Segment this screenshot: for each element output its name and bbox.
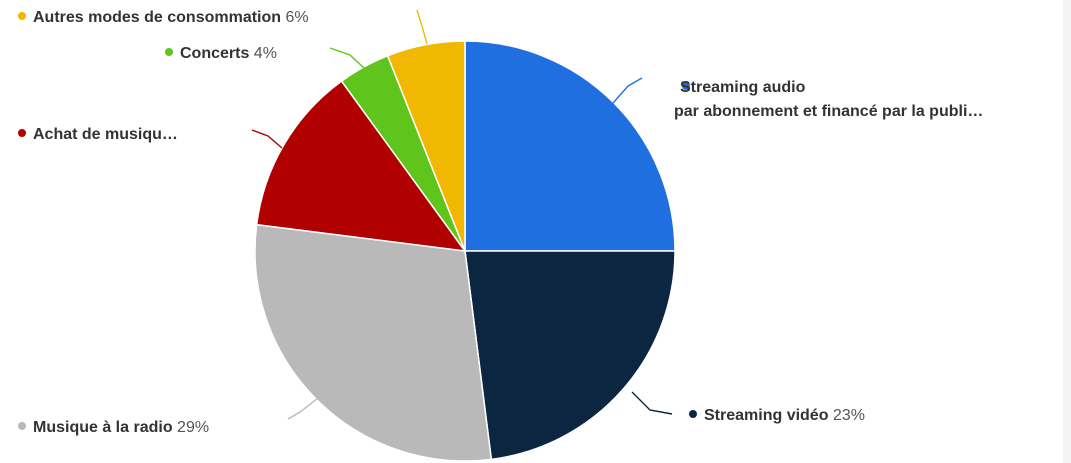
slice-label-streaming-video: Streaming vidéo 23% <box>704 407 865 424</box>
slice-name: Autres modes de consommation <box>33 9 281 26</box>
slice-value: 6% <box>281 9 309 26</box>
leader-line-streaming-video <box>631 391 673 415</box>
label-dot-musique-a-la-radio <box>18 422 26 430</box>
leader-line-achat-de-musiqu <box>251 129 283 149</box>
scroll-edge <box>1063 0 1071 463</box>
slice-label-line2-streaming-audio: par abonnement et financé par la publi… <box>674 103 983 120</box>
slice-label-concerts: Concerts 4% <box>180 45 277 62</box>
leader-line-musique-a-la-radio <box>287 397 319 420</box>
slice-value: 23% <box>828 407 864 424</box>
pie-slice-streaming-audio[interactable] <box>464 40 676 252</box>
label-dot-concerts <box>165 48 173 56</box>
leader-line-autres-modes-de-consommation <box>416 9 428 45</box>
slice-label-streaming-audio: Streaming audio <box>680 79 806 96</box>
slice-value: 4% <box>249 45 277 62</box>
leader-line-streaming-audio <box>612 77 643 104</box>
slice-labels: Streaming audio par abonnement et financé… <box>18 9 983 436</box>
label-dot-streaming-video <box>689 410 697 418</box>
slice-label-musique-a-la-radio: Musique à la radio 29% <box>33 419 209 436</box>
slice-name: Concerts <box>180 45 249 62</box>
leader-lines <box>251 9 673 420</box>
slice-name: Musique à la radio <box>33 419 173 436</box>
pie-slice-achat-de-musiqu[interactable] <box>255 80 467 252</box>
slice-name: Streaming vidéo <box>704 407 829 424</box>
slice-label-achat-de-musiqu: Achat de musiqu… <box>33 126 178 143</box>
slice-name: Achat de musiqu… <box>33 126 178 143</box>
pie-slice-autres-modes-de-consommation[interactable] <box>386 40 466 252</box>
slice-label-autres-modes-de-consommation: Autres modes de consommation 6% <box>33 9 309 26</box>
leader-line-concerts <box>329 47 365 69</box>
slice-name: Streaming audio <box>680 79 806 96</box>
slice-value: 29% <box>173 419 209 436</box>
pie-slices <box>254 40 676 462</box>
label-dot-streaming-audio <box>682 82 690 90</box>
pie-slice-streaming-video[interactable] <box>464 250 676 461</box>
label-dot-achat-de-musiqu <box>18 129 26 137</box>
label-dot-autres-modes-de-consommation <box>18 12 26 20</box>
pie-slice-musique-a-la-radio[interactable] <box>254 223 493 462</box>
